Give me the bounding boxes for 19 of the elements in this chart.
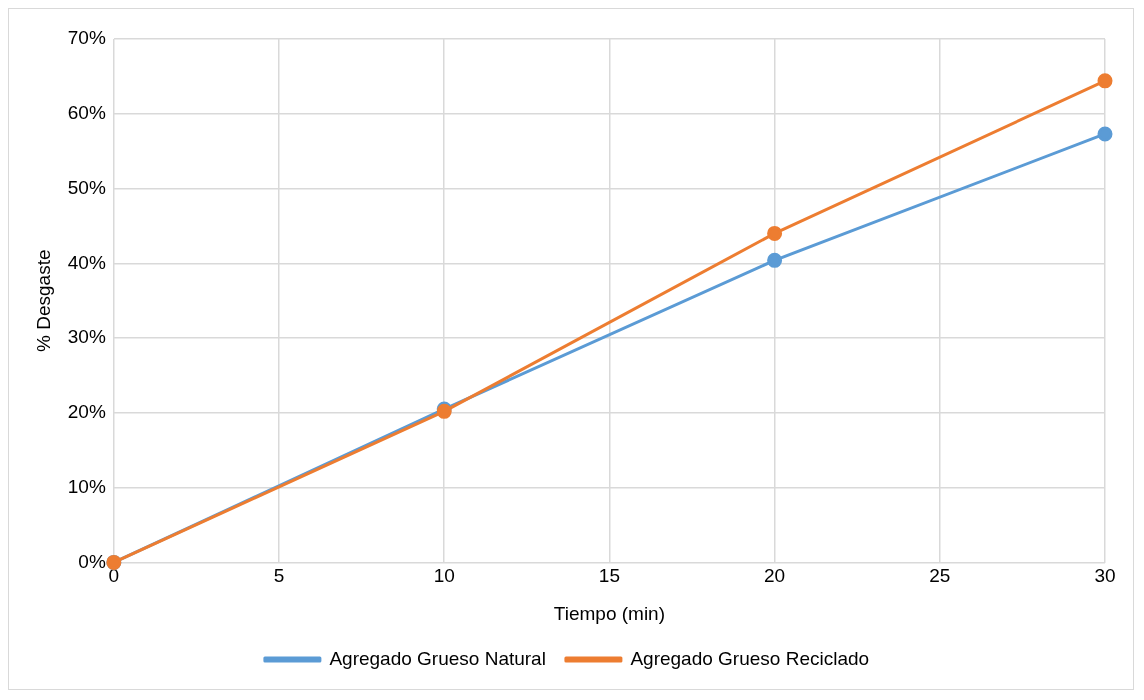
y-tick-label: 20% — [67, 401, 106, 423]
y-axis-title: % Desgaste — [32, 249, 54, 352]
x-tick-label: 15 — [598, 565, 620, 587]
x-tick-label: 30 — [1094, 565, 1116, 587]
y-tick-label: 10% — [67, 475, 106, 497]
y-tick-label: 60% — [67, 102, 106, 124]
y-tick-label: 0% — [78, 550, 106, 572]
legend-label: Agregado Grueso Natural — [329, 647, 546, 669]
y-tick-label: 40% — [67, 251, 106, 273]
x-tick-label: 10 — [433, 565, 455, 587]
y-tick-label: 30% — [67, 326, 106, 348]
x-tick-label: 20 — [764, 565, 786, 587]
x-axis-title: Tiempo (min) — [553, 602, 666, 624]
y-tick-label: 70% — [67, 27, 106, 49]
legend-label: Agregado Grueso Reciclado — [630, 647, 870, 669]
x-tick-label: 25 — [929, 565, 951, 587]
x-tick-label: 5 — [273, 565, 285, 587]
y-tick-label: 50% — [67, 176, 106, 198]
x-tick-label: 0 — [108, 565, 120, 587]
